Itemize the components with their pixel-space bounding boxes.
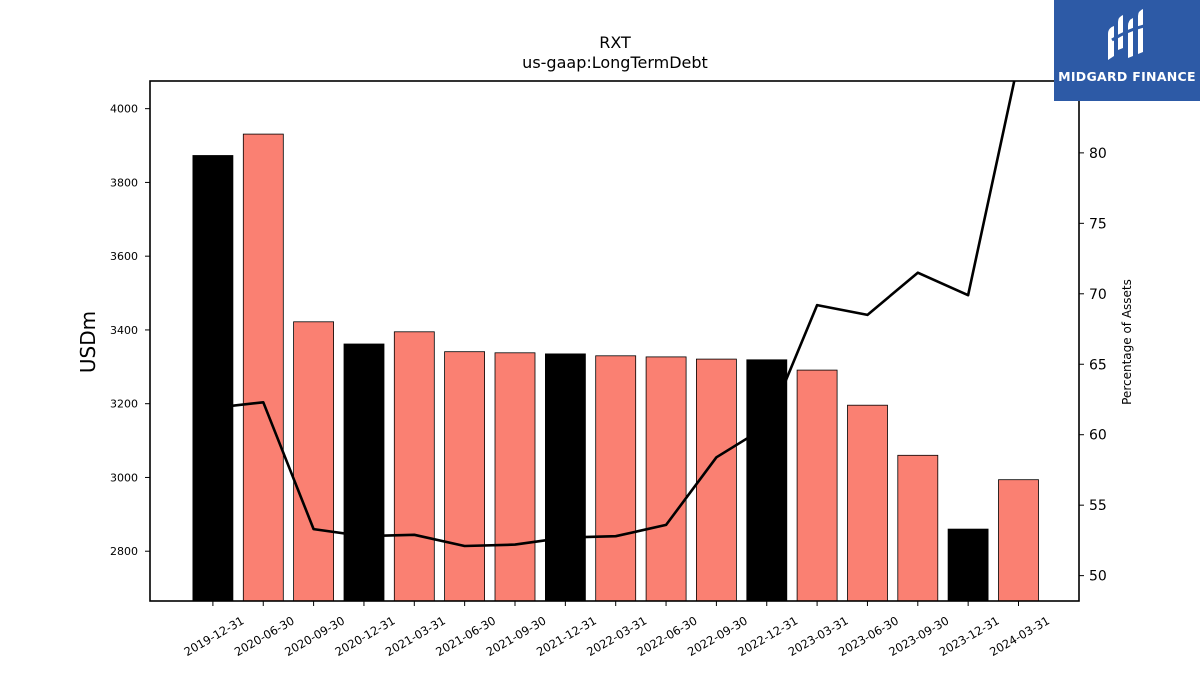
y2-tick-label: 65 bbox=[1089, 357, 1107, 373]
brand-logo: MIDGARD FINANCE bbox=[1054, 0, 1200, 101]
y-tick-label: 3400 bbox=[110, 324, 138, 337]
chart-subtitle: us-gaap:LongTermDebt bbox=[522, 53, 708, 72]
y-tick-label: 3800 bbox=[110, 176, 138, 189]
bar-2023-09-30 bbox=[897, 454, 939, 602]
bar-2022-03-31 bbox=[595, 355, 637, 602]
y2-tick-label: 75 bbox=[1089, 216, 1107, 232]
series-line-percentage-of-assets bbox=[212, 81, 1016, 548]
y-tick-label: 3200 bbox=[110, 398, 138, 411]
y-tick-label: 2800 bbox=[110, 545, 138, 558]
bar-2020-09-30 bbox=[293, 321, 335, 602]
chart-title: RXT bbox=[599, 33, 631, 52]
bar-2023-06-30 bbox=[847, 404, 888, 602]
y2-axis-label: Percentage of Assets bbox=[1120, 279, 1134, 405]
y2-tick-label: 55 bbox=[1089, 498, 1107, 514]
bar-2021-12-31 bbox=[545, 353, 586, 602]
bar-2022-06-30 bbox=[645, 356, 687, 602]
bar-2021-03-31 bbox=[393, 331, 435, 602]
y-axis-label: USDm bbox=[76, 311, 100, 373]
y2-tick-label: 70 bbox=[1089, 287, 1107, 303]
y2-tick-label: 80 bbox=[1089, 146, 1107, 162]
bar-2024-03-31 bbox=[998, 479, 1039, 602]
bar-2023-12-31 bbox=[947, 528, 989, 602]
y2-tick-label: 60 bbox=[1089, 428, 1107, 444]
y-tick-label: 4000 bbox=[110, 103, 138, 116]
bar-2019-12-31 bbox=[192, 155, 234, 602]
y-tick-label: 3000 bbox=[110, 471, 138, 484]
bar-2023-03-31 bbox=[796, 369, 838, 602]
bar-2021-09-30 bbox=[494, 352, 536, 602]
bar-2022-09-30 bbox=[696, 358, 737, 602]
plot-frame bbox=[149, 80, 1080, 602]
y2-tick-label: 50 bbox=[1089, 569, 1107, 585]
bar-2020-06-30 bbox=[242, 133, 284, 602]
midgard-logo-icon bbox=[1108, 9, 1145, 60]
y-tick-label: 3600 bbox=[110, 250, 138, 263]
bar-2022-12-31 bbox=[746, 359, 788, 602]
brand-name: MIDGARD FINANCE bbox=[1058, 69, 1196, 84]
bar-2020-12-31 bbox=[343, 343, 385, 602]
bar-2021-06-30 bbox=[444, 351, 486, 602]
